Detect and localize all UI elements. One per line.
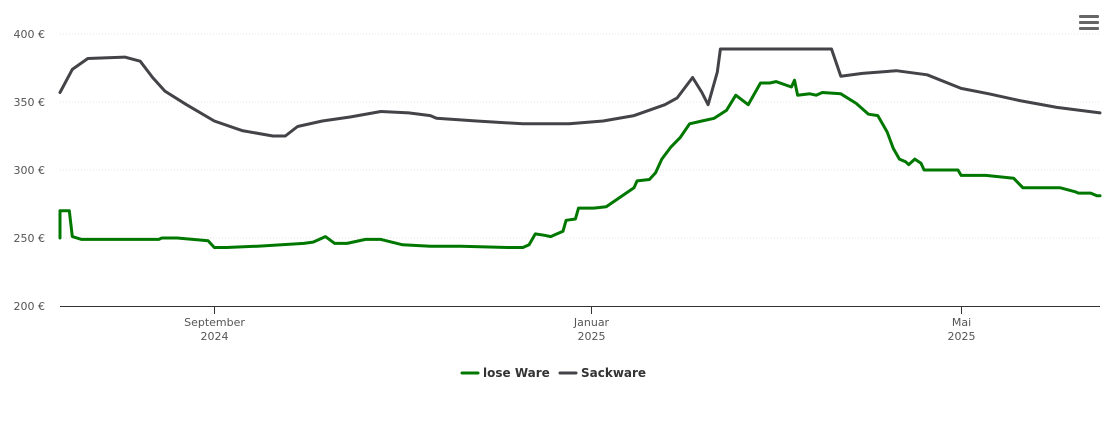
legend-item-label[interactable]: Sackware [581, 366, 646, 380]
x-tick-label-year: 2025 [578, 330, 606, 343]
legend-item-label[interactable]: lose Ware [483, 366, 550, 380]
x-tick-label-year: 2025 [948, 330, 976, 343]
menu-bar [1079, 21, 1099, 24]
x-tick-label-month: Januar [573, 316, 610, 329]
menu-bar [1079, 15, 1099, 18]
y-tick-label: 200 € [14, 300, 46, 313]
series-lines [58, 47, 1102, 249]
y-tick-label: 400 € [14, 28, 46, 41]
series-line-1[interactable] [58, 78, 1102, 249]
y-tick-label: 300 € [14, 164, 46, 177]
y-axis: 200 € 250 € 300 € 350 € 400 € [14, 28, 46, 313]
x-tick-label-month: Mai [952, 316, 971, 329]
grid-lines [60, 33, 1100, 239]
legend: lose Ware Sackware [460, 366, 646, 380]
y-tick-label: 250 € [14, 232, 46, 245]
x-tick-label-month: September [184, 316, 245, 329]
hamburger-menu-icon[interactable] [1078, 12, 1100, 32]
series-line-2[interactable] [58, 47, 1102, 138]
menu-bar [1079, 27, 1099, 30]
x-tick-label-year: 2024 [201, 330, 229, 343]
y-tick-label: 350 € [14, 96, 46, 109]
